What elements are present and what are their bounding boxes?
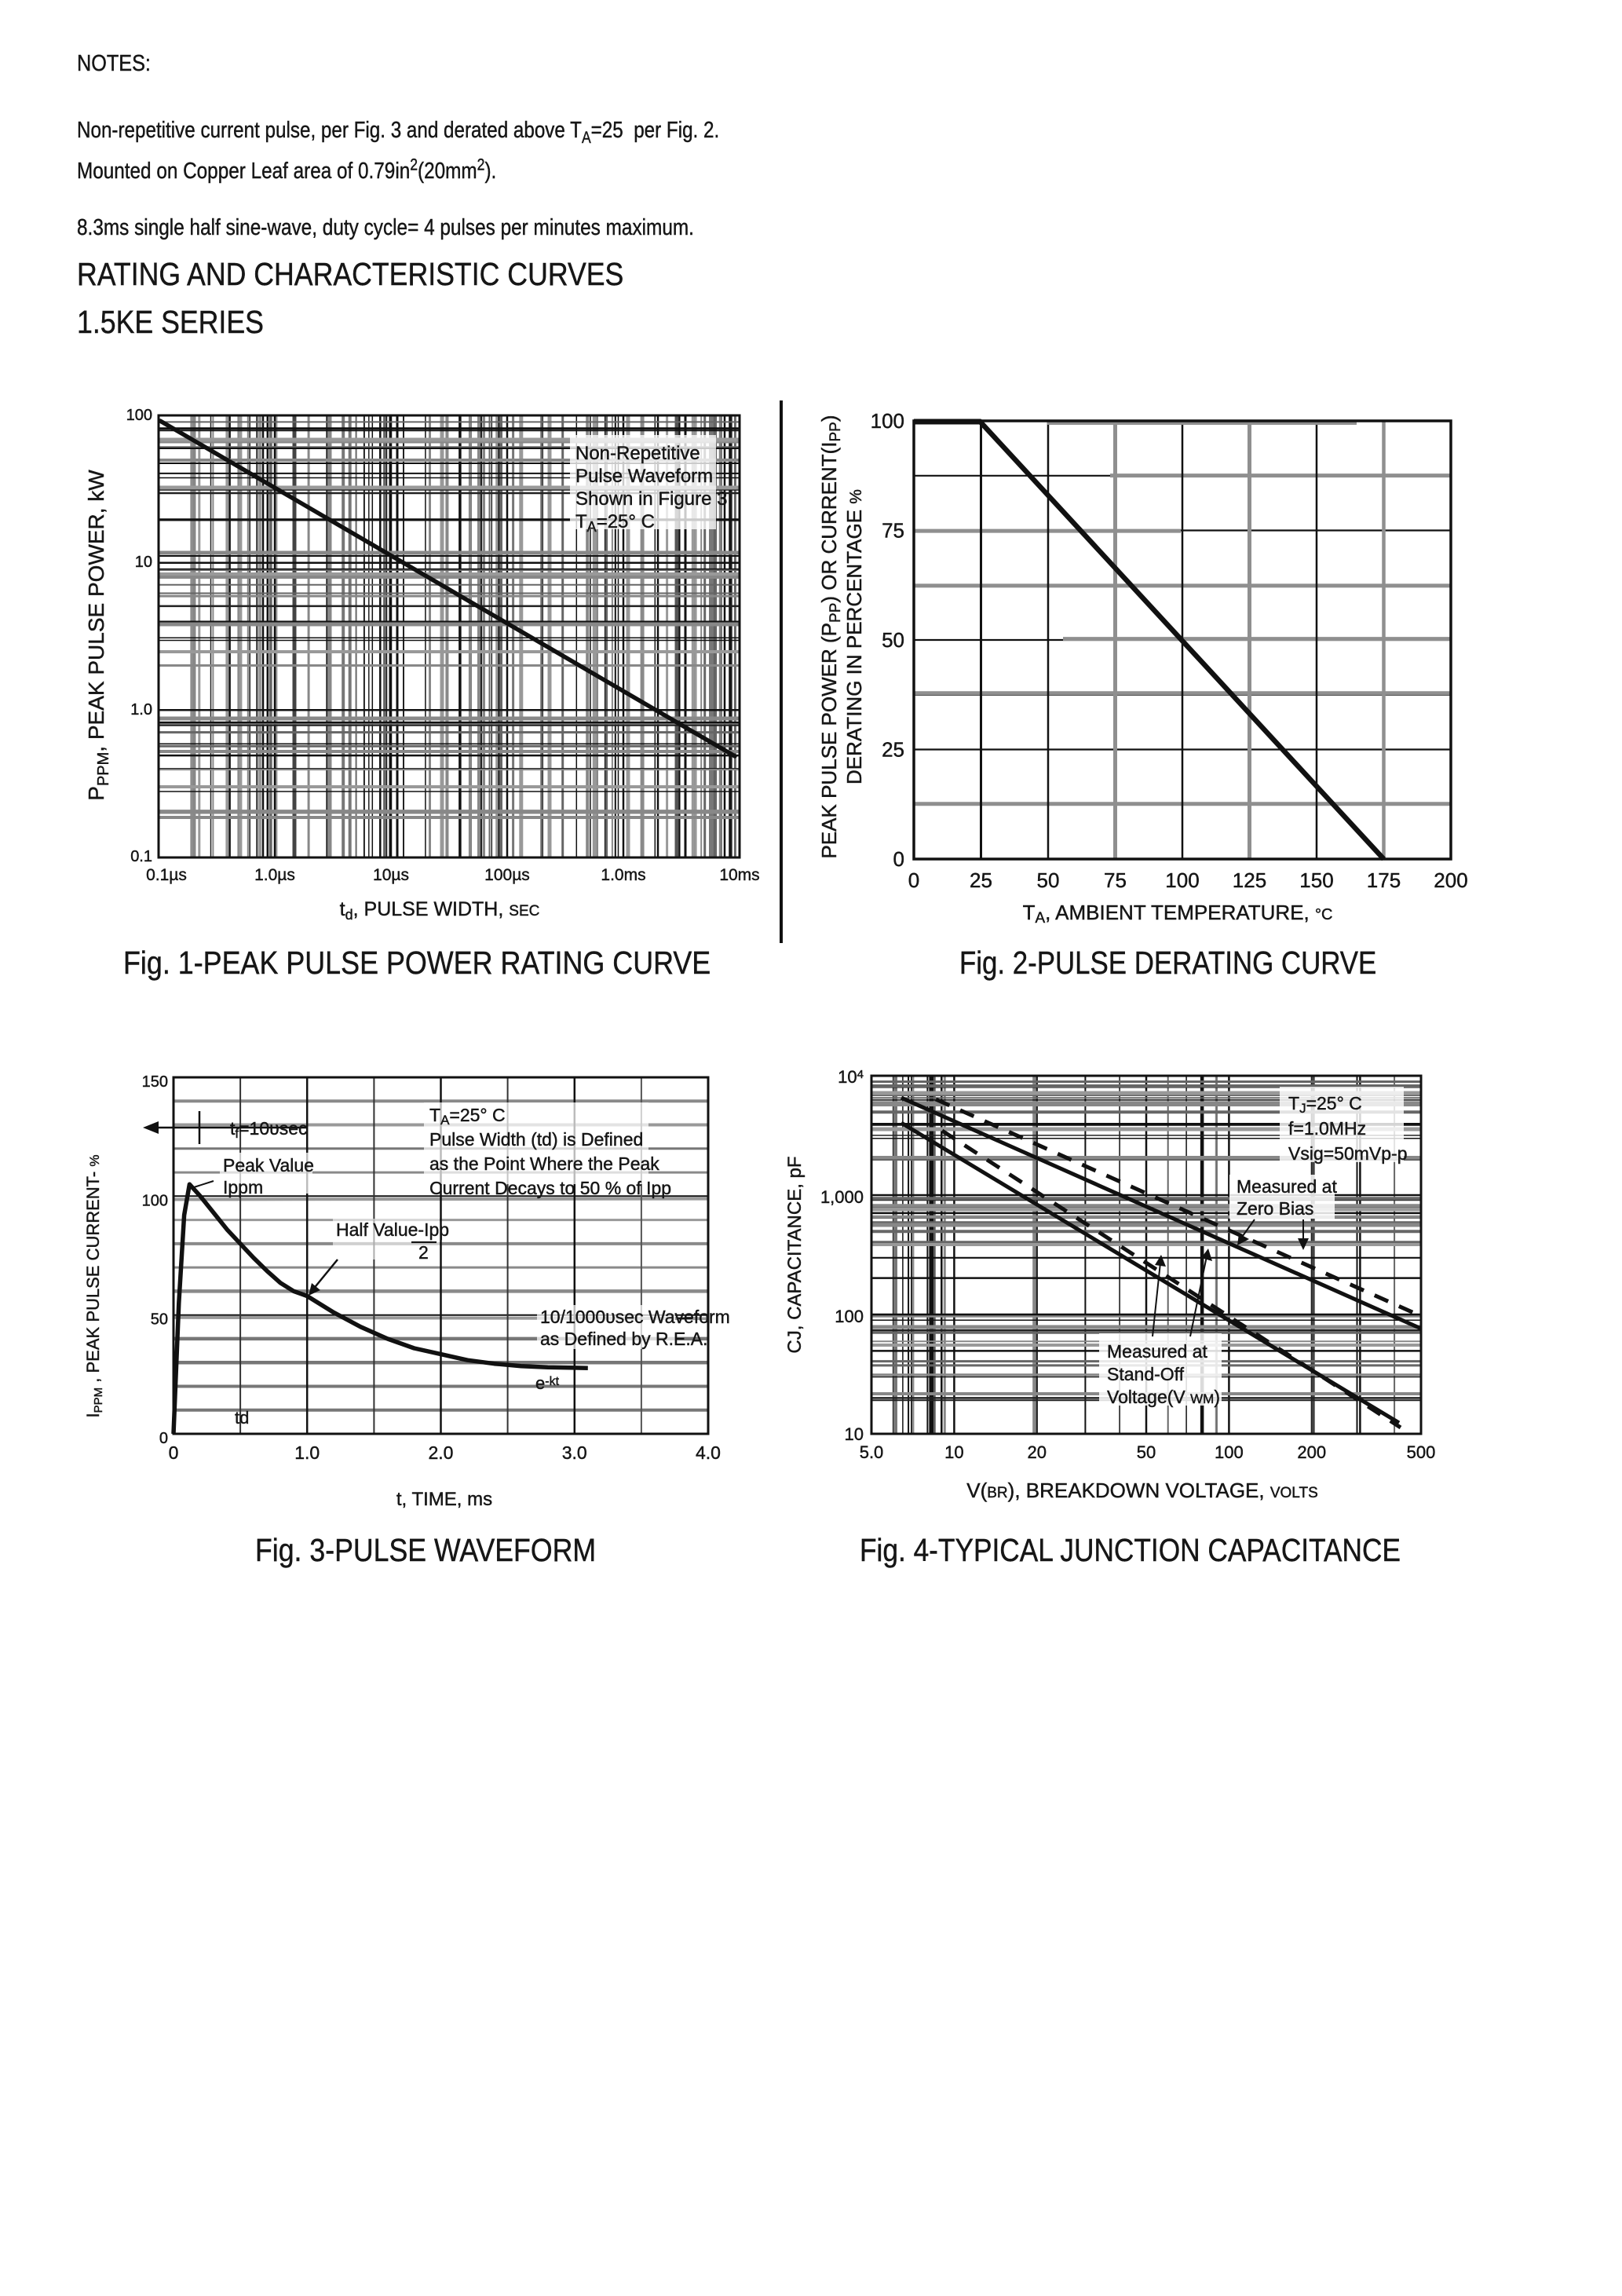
svg-text:Measured at: Measured at xyxy=(1237,1176,1337,1197)
svg-text:Voltage(V WM): Voltage(V WM) xyxy=(1107,1387,1220,1407)
svg-text:Pulse Width (td) is Defined: Pulse Width (td) is Defined xyxy=(429,1129,643,1150)
svg-text:4.0: 4.0 xyxy=(696,1442,721,1463)
svg-text:0: 0 xyxy=(159,1430,168,1447)
svg-text:IPPM , PEAK PULSE CURRENT- %: IPPM , PEAK PULSE CURRENT- % xyxy=(83,1155,105,1418)
svg-text:104: 104 xyxy=(838,1067,864,1087)
svg-text:PPPM, PEAK PULSE POWER, kW: PPPM, PEAK PULSE POWER, kW xyxy=(84,470,112,801)
svg-text:10: 10 xyxy=(944,1442,963,1462)
svg-text:f=1.0MHz: f=1.0MHz xyxy=(1288,1118,1366,1139)
svg-text:Pulse Waveform: Pulse Waveform xyxy=(575,466,713,487)
svg-text:150: 150 xyxy=(142,1073,168,1091)
svg-text:Vsig=50mVp-p: Vsig=50mVp-p xyxy=(1288,1143,1408,1164)
svg-text:TA, AMBIENT TEMPERATURE, °C: TA, AMBIENT TEMPERATURE, °C xyxy=(1023,901,1333,927)
svg-text:2: 2 xyxy=(418,1242,429,1263)
svg-text:10ms: 10ms xyxy=(719,866,759,884)
svg-text:V(BR), BREAKDOWN VOLTAGE, VOL: V(BR), BREAKDOWN VOLTAGE, VOLTS xyxy=(966,1479,1318,1502)
svg-text:1.0: 1.0 xyxy=(294,1442,320,1463)
svg-text:PEAK PULSE POWER (PPP) OR C: PEAK PULSE POWER (PPP) OR CURRENT(IPP) xyxy=(817,415,844,858)
svg-text:0: 0 xyxy=(169,1442,179,1463)
svg-text:Shown in Figure 3: Shown in Figure 3 xyxy=(575,488,727,510)
svg-text:e-kt: e-kt xyxy=(535,1373,560,1393)
svg-text:25: 25 xyxy=(882,738,904,762)
svg-text:100: 100 xyxy=(835,1307,864,1326)
svg-text:25: 25 xyxy=(970,868,992,892)
svg-text:DERATING IN PERCENTAGE %: DERATING IN PERCENTAGE % xyxy=(842,489,866,784)
svg-text:10: 10 xyxy=(845,1424,864,1444)
svg-text:125: 125 xyxy=(1233,868,1266,892)
svg-text:td: td xyxy=(235,1408,249,1428)
svg-text:20: 20 xyxy=(1027,1442,1046,1462)
svg-text:10µs: 10µs xyxy=(373,866,409,884)
svg-text:1,000: 1,000 xyxy=(820,1187,864,1207)
svg-text:100: 100 xyxy=(126,407,152,424)
svg-text:100µs: 100µs xyxy=(484,866,530,884)
svg-text:100: 100 xyxy=(1215,1442,1244,1462)
svg-text:0.1: 0.1 xyxy=(130,848,152,865)
svg-text:1.0µs: 1.0µs xyxy=(254,866,295,884)
svg-text:Stand-Off: Stand-Off xyxy=(1107,1364,1185,1384)
svg-text:500: 500 xyxy=(1407,1442,1436,1462)
svg-text:Current Decays to 50 % of Ipp: Current Decays to 50 % of Ipp xyxy=(429,1178,671,1198)
svg-text:td, PULSE WIDTH, SEC: td, PULSE WIDTH, SEC xyxy=(340,898,540,923)
svg-text:Measured at: Measured at xyxy=(1107,1341,1207,1362)
svg-text:Peak Value: Peak Value xyxy=(223,1155,314,1175)
svg-text:as Defined by R.E.A.: as Defined by R.E.A. xyxy=(540,1329,708,1349)
svg-text:TJ=25° C: TJ=25° C xyxy=(1288,1093,1362,1116)
svg-text:3.0: 3.0 xyxy=(562,1442,587,1463)
svg-text:175: 175 xyxy=(1367,868,1401,892)
svg-text:0.1µs: 0.1µs xyxy=(146,866,187,884)
svg-text:2.0: 2.0 xyxy=(429,1442,454,1463)
svg-text:50: 50 xyxy=(1037,868,1060,892)
svg-text:Ippm: Ippm xyxy=(223,1177,263,1197)
svg-text:100: 100 xyxy=(142,1192,168,1209)
svg-text:200: 200 xyxy=(1434,868,1467,892)
svg-text:100: 100 xyxy=(871,409,904,433)
svg-text:200: 200 xyxy=(1297,1442,1326,1462)
svg-text:150: 150 xyxy=(1299,868,1333,892)
svg-text:as the Point Where the Peak: as the Point Where the Peak xyxy=(429,1153,659,1174)
svg-text:0: 0 xyxy=(893,847,904,871)
svg-text:1.0: 1.0 xyxy=(130,701,152,718)
svg-text:50: 50 xyxy=(882,628,904,652)
svg-text:75: 75 xyxy=(1104,868,1127,892)
svg-text:tf=10υsec: tf=10υsec xyxy=(230,1118,308,1141)
svg-text:Zero Bias: Zero Bias xyxy=(1237,1198,1313,1219)
svg-text:10: 10 xyxy=(135,554,152,571)
svg-text:50: 50 xyxy=(1137,1442,1156,1462)
svg-text:50: 50 xyxy=(151,1311,168,1329)
svg-text:t, TIME, ms: t, TIME, ms xyxy=(396,1489,492,1510)
svg-text:5.0: 5.0 xyxy=(860,1442,884,1462)
svg-text:100: 100 xyxy=(1165,868,1199,892)
svg-text:Non-Repetitive: Non-Repetitive xyxy=(575,443,700,464)
svg-text:1.0ms: 1.0ms xyxy=(601,866,645,884)
svg-text:75: 75 xyxy=(882,519,904,543)
svg-text:0: 0 xyxy=(908,868,919,892)
svg-text:Half Value-Ipp: Half Value-Ipp xyxy=(336,1219,449,1240)
svg-text:10/1000υsec Waveform: 10/1000υsec Waveform xyxy=(540,1307,730,1327)
svg-text:CJ, CAPACITANCE, pF: CJ, CAPACITANCE, pF xyxy=(784,1156,806,1353)
